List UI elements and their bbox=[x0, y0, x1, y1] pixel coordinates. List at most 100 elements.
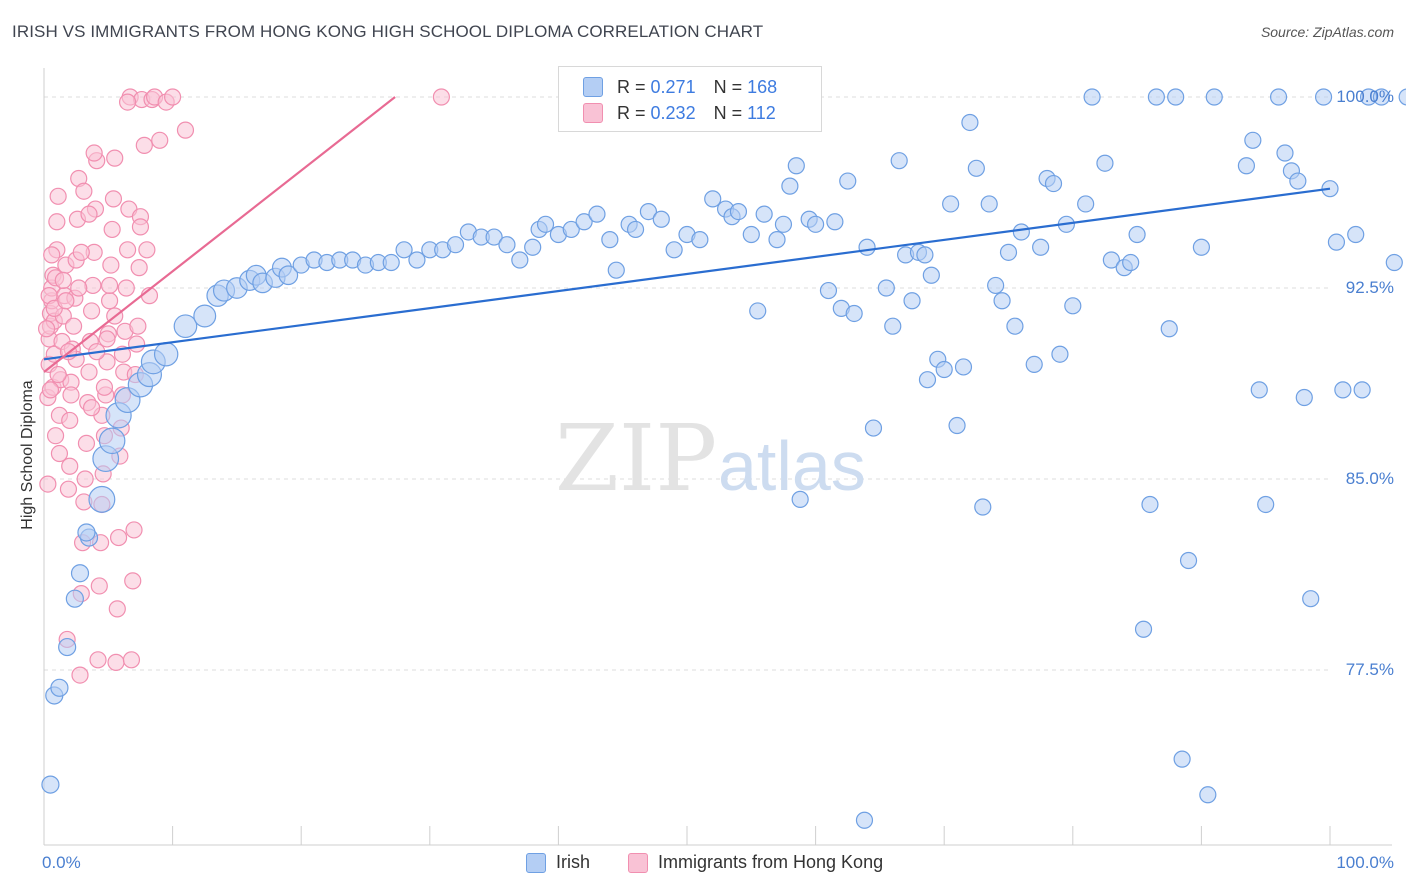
y-tick-label: 100.0% bbox=[1336, 87, 1394, 106]
irish-point bbox=[65, 589, 84, 608]
irish-point bbox=[1257, 495, 1275, 514]
irish-point bbox=[193, 304, 217, 328]
hong-kong-point bbox=[131, 218, 150, 236]
irish-point bbox=[845, 304, 863, 323]
hong-kong-point bbox=[61, 457, 79, 475]
irish-point bbox=[1141, 495, 1159, 514]
irish-point bbox=[954, 358, 973, 376]
irish-point bbox=[1096, 154, 1114, 172]
irish-point bbox=[1295, 388, 1313, 407]
hong-kong-point bbox=[39, 475, 57, 493]
legend-swatch-irish bbox=[526, 852, 546, 873]
hong-kong-point bbox=[103, 220, 121, 239]
legend-row-irish: R = 0.271 N = 168 bbox=[617, 75, 777, 99]
irish-point bbox=[1327, 233, 1346, 251]
legend-label-irish: Irish bbox=[556, 852, 591, 872]
irish-point bbox=[1372, 88, 1391, 106]
hong-kong-point bbox=[107, 653, 125, 671]
irish-point bbox=[691, 231, 709, 249]
hong-kong-point bbox=[102, 256, 120, 274]
irish-point bbox=[498, 236, 516, 254]
hong-kong-point bbox=[54, 271, 72, 289]
irish-point bbox=[1385, 253, 1403, 272]
hong-kong-point bbox=[100, 276, 119, 295]
irish-point bbox=[626, 220, 645, 239]
irish-point bbox=[536, 215, 555, 233]
irish-point bbox=[704, 190, 722, 208]
hong-kong-point bbox=[82, 399, 101, 417]
hong-kong-point bbox=[48, 213, 66, 231]
hong-kong-point bbox=[106, 149, 124, 167]
hong-kong-point bbox=[118, 241, 137, 259]
irish-point bbox=[1032, 238, 1050, 256]
irish-point bbox=[1160, 320, 1178, 338]
irish-point bbox=[839, 172, 857, 190]
legend-label-hong-kong: Immigrants from Hong Kong bbox=[658, 852, 884, 872]
irish-point bbox=[729, 203, 748, 221]
legend-n-value: 112 bbox=[747, 102, 776, 123]
hong-kong-point bbox=[49, 365, 67, 384]
irish-point bbox=[1134, 620, 1153, 638]
irish-point bbox=[1083, 88, 1101, 106]
irish-point bbox=[1205, 88, 1223, 106]
irish-point bbox=[98, 427, 126, 455]
irish-point bbox=[1167, 88, 1185, 106]
hong-kong-point bbox=[127, 335, 146, 353]
hong-kong-point bbox=[80, 205, 98, 223]
legend-n-label: N = bbox=[713, 76, 743, 97]
irish-point bbox=[791, 490, 809, 508]
legend-swatch-hong-kong bbox=[583, 103, 603, 123]
hong-kong-point bbox=[57, 292, 75, 310]
hong-kong-point bbox=[89, 651, 107, 669]
legend-swatch-irish bbox=[583, 77, 603, 97]
irish-point bbox=[935, 360, 953, 379]
irish-point bbox=[993, 292, 1011, 310]
irish-point bbox=[942, 195, 960, 213]
irish-point bbox=[768, 231, 786, 249]
irish-point bbox=[278, 265, 299, 286]
legend-r-label: R = bbox=[617, 102, 646, 123]
hong-kong-point bbox=[62, 386, 80, 404]
irish-point bbox=[749, 302, 767, 320]
hong-kong-point bbox=[37, 320, 56, 338]
hong-kong-point bbox=[117, 279, 135, 297]
irish-point bbox=[742, 225, 760, 244]
irish-point bbox=[485, 228, 503, 246]
irish-point bbox=[639, 203, 658, 221]
hong-kong-point bbox=[164, 88, 182, 106]
irish-point bbox=[652, 210, 670, 228]
irish-point bbox=[877, 279, 895, 297]
series-irish-points bbox=[41, 88, 1406, 829]
irish-point bbox=[153, 341, 179, 367]
irish-point bbox=[601, 231, 619, 249]
irish-point bbox=[781, 177, 799, 195]
irish-point bbox=[1173, 750, 1191, 768]
irish-point bbox=[1334, 381, 1352, 399]
irish-point bbox=[1102, 251, 1120, 269]
hong-kong-point bbox=[49, 187, 67, 205]
irish-point bbox=[446, 236, 465, 254]
irish-point bbox=[1237, 157, 1256, 175]
irish-point bbox=[918, 371, 937, 389]
hong-kong-point bbox=[109, 528, 128, 547]
legend-r-value: 0.271 bbox=[650, 76, 696, 97]
x-tick-label: 100.0% bbox=[1336, 853, 1394, 872]
irish-point bbox=[1064, 297, 1082, 315]
irish-point bbox=[173, 314, 198, 339]
hong-kong-point bbox=[82, 302, 101, 320]
irish-point bbox=[588, 205, 606, 223]
hong-kong-point bbox=[138, 241, 156, 259]
irish-point bbox=[1276, 144, 1294, 162]
correlation-legend: R = 0.271 N = 168 R = 0.232 N = 112 bbox=[558, 66, 822, 132]
irish-point bbox=[1006, 317, 1024, 335]
irish-point bbox=[1250, 381, 1268, 399]
irish-point bbox=[855, 811, 874, 829]
irish-point bbox=[50, 678, 69, 697]
hong-kong-point bbox=[124, 572, 142, 590]
irish-point bbox=[1314, 88, 1333, 106]
hong-kong-point bbox=[90, 577, 108, 595]
irish-point bbox=[1353, 381, 1371, 399]
hong-kong-point bbox=[77, 434, 96, 452]
irish-point bbox=[1199, 786, 1217, 804]
irish-point bbox=[787, 157, 805, 175]
